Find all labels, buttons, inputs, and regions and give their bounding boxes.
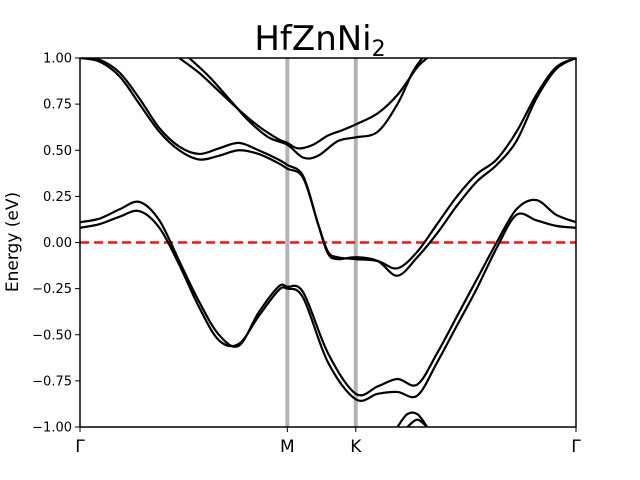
band-line-8	[406, 418, 428, 427]
y-axis-label: Energy (eV)	[3, 192, 23, 292]
y-tick-label: 0.00	[43, 236, 72, 251]
y-axis-ticks: 1.00 0.75 0.50 0.25 0.00 −0.25 −0.50 −0.75 −1.00	[32, 52, 80, 436]
y-tick-label: −1.00	[32, 421, 72, 436]
x-kpoint-label: K	[350, 437, 362, 457]
y-tick-label: −0.25	[32, 282, 72, 297]
bands	[80, 58, 576, 427]
band-line-4	[80, 58, 576, 277]
y-tick-label: 1.00	[43, 52, 72, 67]
chart-title: HfZnNi2	[254, 19, 385, 62]
band-line-5	[178, 58, 428, 150]
x-kpoint-label: Γ	[571, 437, 581, 457]
plot-area	[79, 57, 577, 428]
band-line-2	[80, 198, 576, 397]
x-kpoint-label: M	[280, 437, 295, 457]
x-kpoint-label: Γ	[75, 437, 85, 457]
y-tick-label: 0.25	[43, 190, 72, 205]
chart-title-main: HfZnNi	[254, 19, 371, 59]
band-line-7	[396, 411, 429, 427]
chart-title-subscript: 2	[372, 37, 386, 62]
band-line-6	[188, 58, 424, 160]
y-tick-label: 0.75	[43, 98, 72, 113]
y-tick-label: −0.50	[32, 328, 72, 343]
band-line-1	[80, 209, 576, 402]
y-tick-label: 0.50	[43, 144, 72, 159]
y-tick-label: −0.75	[32, 374, 72, 389]
